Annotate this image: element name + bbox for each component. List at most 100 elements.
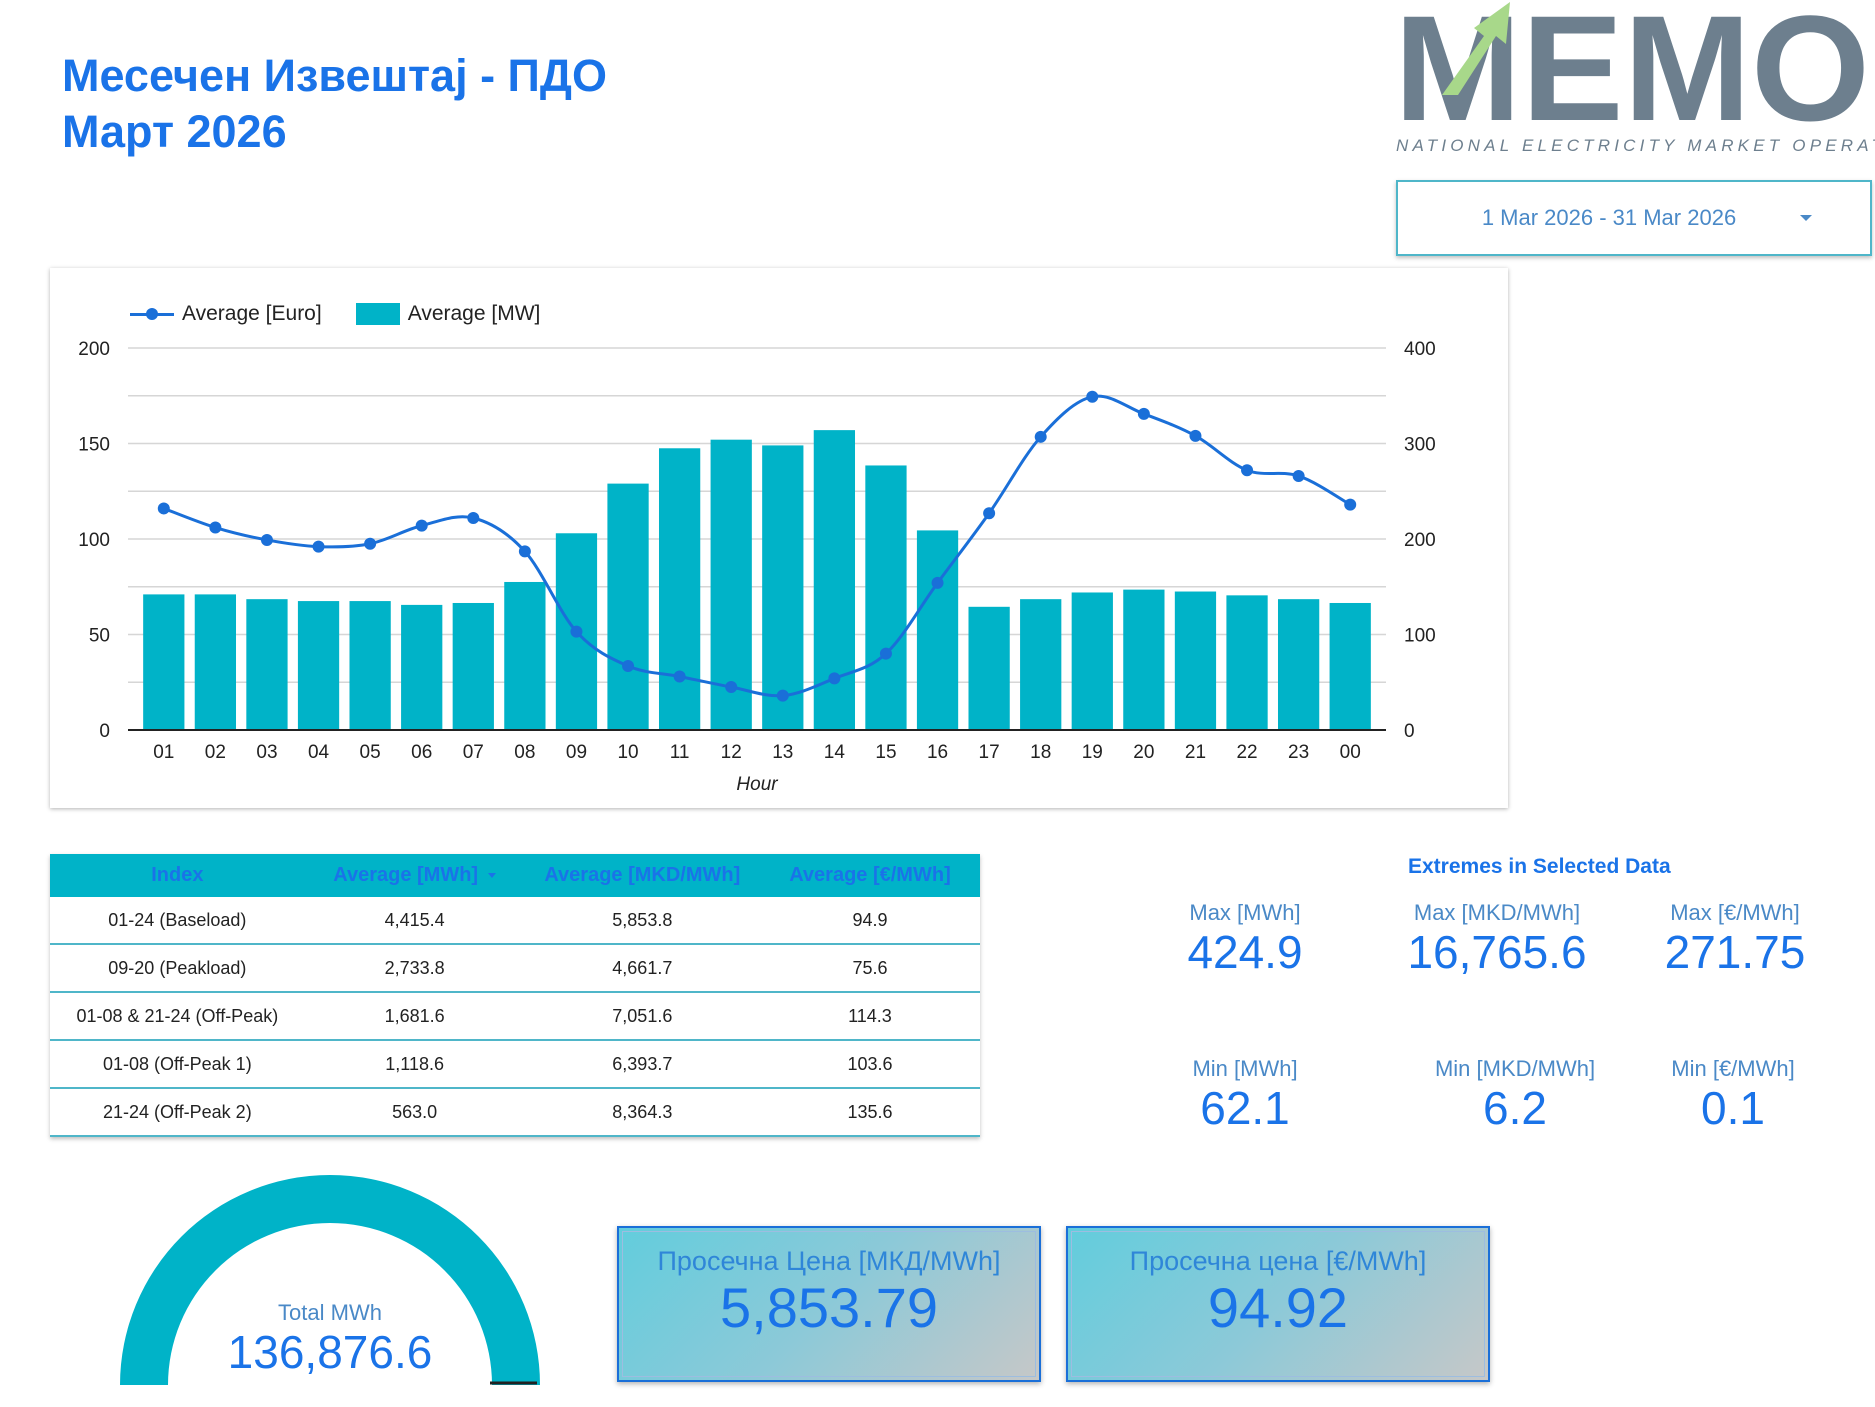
line-point-17	[983, 507, 996, 520]
x-tick-label: 00	[1340, 742, 1361, 763]
line-point-03	[260, 533, 273, 546]
cell-index: 01-08 (Off-Peak 1)	[50, 1040, 305, 1089]
y-right-tick-label: 400	[1404, 339, 1436, 360]
kpi-label: Min [MWh]	[1192, 1056, 1298, 1081]
cell-index: 01-24 (Baseload)	[50, 897, 305, 945]
kpi-value: 16,765.6	[1407, 926, 1587, 978]
bar-22	[1226, 595, 1268, 730]
x-tick-label: 07	[463, 742, 484, 763]
cell-avg-mwh: 1,118.6	[304, 1040, 525, 1089]
cell-avg-mwh: 4,415.4	[304, 897, 525, 945]
y-right-tick-label: 0	[1404, 721, 1415, 742]
kpi-max-eur: Max [€/MWh] 271.75	[1645, 900, 1825, 978]
cell-avg-eur: 94.9	[759, 897, 980, 945]
logo-arrow-icon	[1442, 2, 1510, 95]
kpi-label: Max [MWh]	[1189, 900, 1301, 925]
kpi-value: 6.2	[1483, 1082, 1547, 1134]
legend-line-swatch	[130, 307, 174, 320]
bar-17	[968, 606, 1010, 730]
bar-13	[762, 445, 804, 730]
kpi-label: Min [€/MWh]	[1671, 1056, 1795, 1081]
x-tick-label: 02	[205, 742, 226, 763]
bar-01	[143, 594, 185, 730]
date-range-picker[interactable]: 1 Mar 2026 - 31 Mar 2026	[1396, 180, 1872, 256]
bar-00	[1329, 602, 1371, 730]
line-series-path	[163, 394, 1351, 698]
bar-16	[916, 530, 959, 730]
x-tick-label: 09	[566, 742, 587, 763]
x-tick-label: 13	[772, 742, 793, 763]
kpi-min-mkd: Min [MKD/MWh] 6.2	[1410, 1056, 1620, 1134]
col-header-avg-mwh[interactable]: Average [MWh]	[304, 854, 525, 897]
legend-bar-label: Average [MW]	[407, 302, 541, 325]
line-point-01	[157, 502, 170, 515]
bar-05	[349, 601, 391, 730]
index-table: Index Average [MWh] Average [MKD/MWh] Av…	[50, 854, 980, 1137]
line-point-11	[673, 670, 686, 683]
bar-20	[1123, 589, 1165, 730]
x-tick-label: 06	[411, 742, 432, 763]
table-row: 01-08 & 21-24 (Off-Peak) 1,681.6 7,051.6…	[50, 992, 980, 1041]
bar-10	[607, 483, 649, 730]
x-tick-label: 15	[875, 742, 896, 763]
col-header-avg-eur[interactable]: Average [€/MWh]	[759, 854, 980, 897]
cell-index: 21-24 (Off-Peak 2)	[50, 1088, 305, 1137]
total-mwh-gauge	[120, 1175, 540, 1385]
logo-wordmark: MEMO	[1394, 0, 1870, 152]
avg-price-mkd-card: Просечна Цена [МКД/MWh] 5,853.79	[617, 1226, 1041, 1382]
x-tick-label: 03	[256, 742, 277, 763]
bar-19	[1071, 592, 1113, 730]
bar-21	[1174, 591, 1217, 730]
kpi-label: Min [MKD/MWh]	[1434, 1056, 1596, 1081]
line-point-02	[209, 521, 222, 534]
kpi-value: 62.1	[1200, 1082, 1290, 1134]
bar-07	[452, 602, 494, 730]
x-tick-label: 05	[360, 742, 381, 763]
report-period: Март 2026	[62, 106, 287, 157]
y-right-tick-label: 200	[1404, 530, 1436, 551]
col-header-avg-mkd[interactable]: Average [MKD/MWh]	[524, 854, 760, 897]
line-point-05	[364, 537, 377, 550]
line-point-23	[1292, 469, 1305, 482]
cell-avg-mwh: 2,733.8	[304, 944, 525, 993]
bar-18	[1020, 599, 1062, 730]
cell-avg-mkd: 8,364.3	[524, 1088, 760, 1137]
y-left-tick-label: 0	[99, 721, 110, 742]
line-point-10	[622, 660, 635, 673]
x-tick-label: 20	[1133, 742, 1154, 763]
cell-avg-mwh: 1,681.6	[304, 992, 525, 1041]
bar-15	[865, 465, 907, 730]
price-card-value: 94.92	[1207, 1276, 1349, 1339]
cell-avg-mkd: 4,661.7	[524, 944, 760, 993]
col-header-index[interactable]: Index	[50, 854, 305, 897]
bar-03	[246, 599, 288, 730]
x-tick-label: 22	[1236, 742, 1257, 763]
table-header-row: Index Average [MWh] Average [MKD/MWh] Av…	[50, 854, 980, 897]
cell-avg-mwh: 563.0	[304, 1088, 525, 1137]
y-right-tick-label: 300	[1404, 435, 1436, 456]
logo-subtitle: NATIONAL ELECTRICITY MARKET OPERATOR	[1396, 136, 1875, 155]
table-row: 09-20 (Peakload) 2,733.8 4,661.7 75.6	[50, 944, 980, 993]
cell-avg-eur: 75.6	[759, 944, 980, 993]
extremes-title: Extremes in Selected Data	[1408, 855, 1671, 878]
legend-bar-swatch	[355, 303, 400, 325]
line-point-21	[1189, 429, 1202, 442]
cell-avg-eur: 135.6	[759, 1088, 980, 1137]
price-card-value: 5,853.79	[720, 1276, 938, 1339]
table-row: 01-24 (Baseload) 4,415.4 5,853.8 94.9	[50, 897, 980, 945]
price-card-label: Просечна цена [€/MWh]	[1129, 1246, 1427, 1276]
kpi-value: 0.1	[1701, 1082, 1765, 1134]
date-range-label: 1 Mar 2026 - 31 Mar 2026	[1481, 205, 1737, 230]
bar-02	[194, 594, 237, 730]
kpi-label: Max [MKD/MWh]	[1413, 900, 1581, 925]
line-point-09	[570, 625, 583, 638]
bar-06	[401, 604, 443, 730]
line-point-16	[931, 576, 944, 589]
kpi-min-mwh: Min [MWh] 62.1	[1160, 1056, 1330, 1134]
x-tick-label: 19	[1082, 742, 1103, 763]
kpi-value: 424.9	[1187, 926, 1303, 978]
cell-avg-eur: 114.3	[759, 992, 980, 1041]
line-point-18	[1034, 430, 1047, 443]
x-tick-label: 01	[153, 742, 174, 763]
